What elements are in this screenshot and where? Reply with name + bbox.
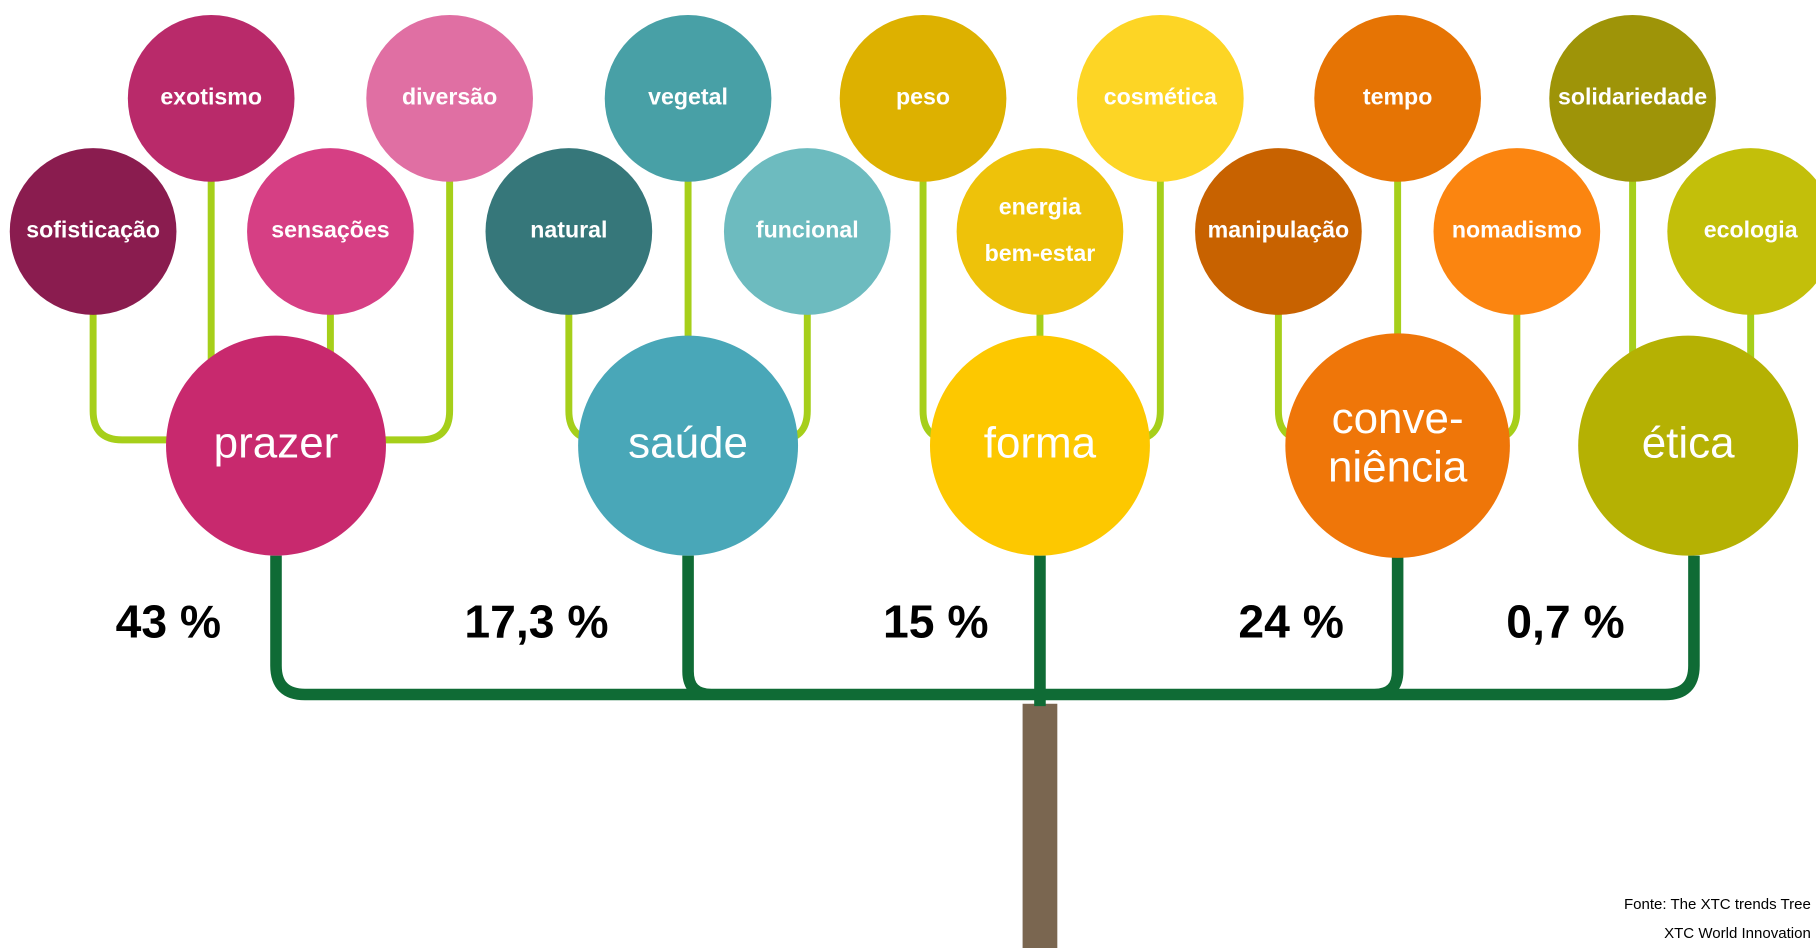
group-circle — [1578, 335, 1799, 556]
label: vegetal — [648, 83, 728, 109]
trend-circle — [604, 15, 772, 182]
label: bem-estar — [985, 240, 1096, 266]
trend-circle — [1433, 148, 1601, 315]
trend-circle — [127, 15, 295, 182]
trend-circle — [485, 148, 653, 315]
trunk — [1022, 703, 1058, 948]
label: energia — [999, 193, 1082, 219]
label: diversão — [402, 83, 497, 109]
label: natural — [530, 217, 607, 243]
label: sofisticação — [26, 217, 160, 243]
stem — [89, 231, 276, 444]
source: Fonte: The XTC trends Tree — [1624, 896, 1811, 913]
trend-circle — [723, 148, 891, 315]
percent: 17,3 % — [464, 595, 608, 647]
label: ética — [1642, 418, 1735, 467]
label: cosmética — [1104, 83, 1218, 109]
trend-circle — [247, 148, 414, 315]
percent: 24 % — [1238, 595, 1344, 647]
stem — [276, 98, 454, 444]
group-circle — [1285, 333, 1510, 558]
label: niência — [1328, 443, 1468, 492]
label: forma — [984, 418, 1097, 467]
percent: 15 % — [883, 595, 989, 647]
source: XTC World Innovation — [1664, 925, 1811, 942]
trend-circle — [1667, 148, 1816, 315]
label: prazer — [214, 418, 339, 467]
group-circle — [166, 335, 386, 556]
trend-circle — [1195, 148, 1362, 315]
label: sensações — [271, 217, 389, 243]
branches — [270, 555, 1700, 707]
trend-circle — [9, 148, 177, 315]
trend-circle — [1549, 15, 1716, 182]
label: nomadismo — [1452, 217, 1582, 243]
nodes: sofisticação exotismo sensações diversão nat… — [9, 15, 1816, 942]
label: exotismo — [160, 83, 262, 109]
trend-circle — [366, 15, 533, 182]
group-circle — [929, 335, 1150, 556]
percent: 43 % — [116, 595, 222, 647]
label: tempo — [1363, 83, 1432, 109]
label: ecologia — [1704, 217, 1799, 243]
label: peso — [896, 83, 950, 109]
trend-circle — [956, 148, 1124, 315]
label: solidariedade — [1558, 83, 1707, 109]
label: manipulação — [1208, 217, 1349, 243]
label: saúde — [628, 418, 748, 467]
trend-circle — [839, 15, 1007, 182]
trend-circle — [1314, 15, 1481, 182]
group-circle — [578, 335, 799, 556]
trend-circle — [1076, 15, 1244, 182]
label: funcional — [756, 217, 859, 243]
percent: 0,7 % — [1506, 595, 1624, 647]
label: conve- — [1332, 394, 1464, 443]
